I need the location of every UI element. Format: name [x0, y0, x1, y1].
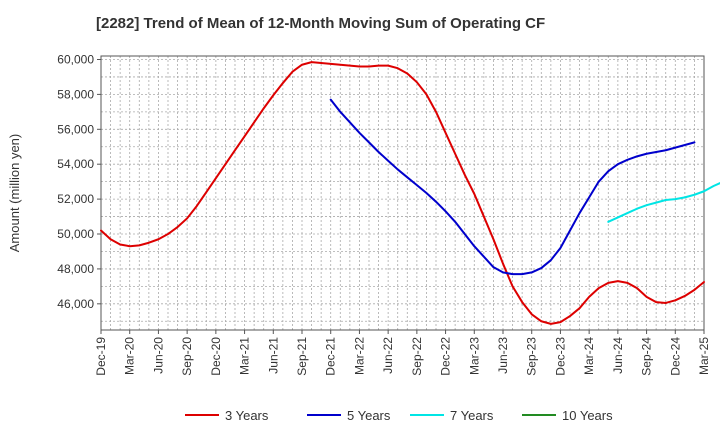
x-tick-label: Mar-20: [123, 337, 137, 375]
x-tick-label: Jun-22: [381, 337, 395, 374]
x-tick-label: Sep-24: [640, 337, 654, 376]
x-tick-label: Dec-22: [439, 337, 453, 376]
x-tick-label: Mar-21: [238, 337, 252, 375]
y-tick-label: 52,000: [57, 192, 94, 206]
y-tick-label: 50,000: [57, 227, 94, 241]
series-line-7-years: [607, 181, 720, 223]
x-tick-label: Sep-23: [525, 337, 539, 376]
x-tick-label: Dec-23: [553, 337, 567, 376]
legend-label-3-years: 3 Years: [225, 408, 269, 423]
y-axis-label: Amount (million yen): [7, 134, 22, 253]
x-tick-label: Dec-20: [209, 337, 223, 376]
x-tick-label: Mar-22: [352, 337, 366, 375]
series-line-3-years: [100, 61, 705, 325]
chart-title: [2282] Trend of Mean of 12-Month Moving …: [96, 15, 545, 32]
plot-frame: [100, 55, 705, 331]
y-tick-label: 60,000: [57, 52, 94, 66]
y-tick-label: 58,000: [57, 87, 94, 101]
series-line-5-years: [329, 98, 696, 276]
y-tick-label: 46,000: [57, 297, 94, 311]
x-tick-label: Jun-24: [611, 337, 625, 374]
legend-label-5-years: 5 Years: [347, 408, 391, 423]
x-tick-label: Jun-23: [496, 337, 510, 374]
x-tick-label: Mar-24: [582, 337, 596, 375]
y-axis-ticks: 46,000 48,000 50,000 52,000 54,000 56,000 58,0…: [57, 52, 101, 311]
x-tick-label: Dec-19: [94, 337, 108, 376]
x-tick-label: Dec-21: [324, 337, 338, 376]
x-tick-label: Sep-21: [295, 337, 309, 376]
y-tick-label: 56,000: [57, 122, 94, 136]
x-tick-label: Mar-23: [467, 337, 481, 375]
x-tick-label: Mar-25: [697, 337, 711, 375]
y-tick-label: 54,000: [57, 157, 94, 171]
y-tick-label: 48,000: [57, 262, 94, 276]
legend-label-10-years: 10 Years: [562, 408, 613, 423]
x-tick-label: Jun-20: [151, 337, 165, 374]
x-tick-label: Dec-24: [668, 337, 682, 376]
x-tick-label: Sep-22: [410, 337, 424, 376]
x-axis-ticks: Dec-19 Mar-20 Jun-20 Sep-20 Dec-20 Mar-21 Jun-…: [94, 330, 711, 376]
legend: 3 Years 5 Years 7 Years 10 Years: [185, 408, 613, 423]
legend-label-7-years: 7 Years: [450, 408, 494, 423]
x-tick-label: Jun-21: [266, 337, 280, 374]
grid: [101, 56, 704, 330]
x-tick-label: Sep-20: [180, 337, 194, 376]
